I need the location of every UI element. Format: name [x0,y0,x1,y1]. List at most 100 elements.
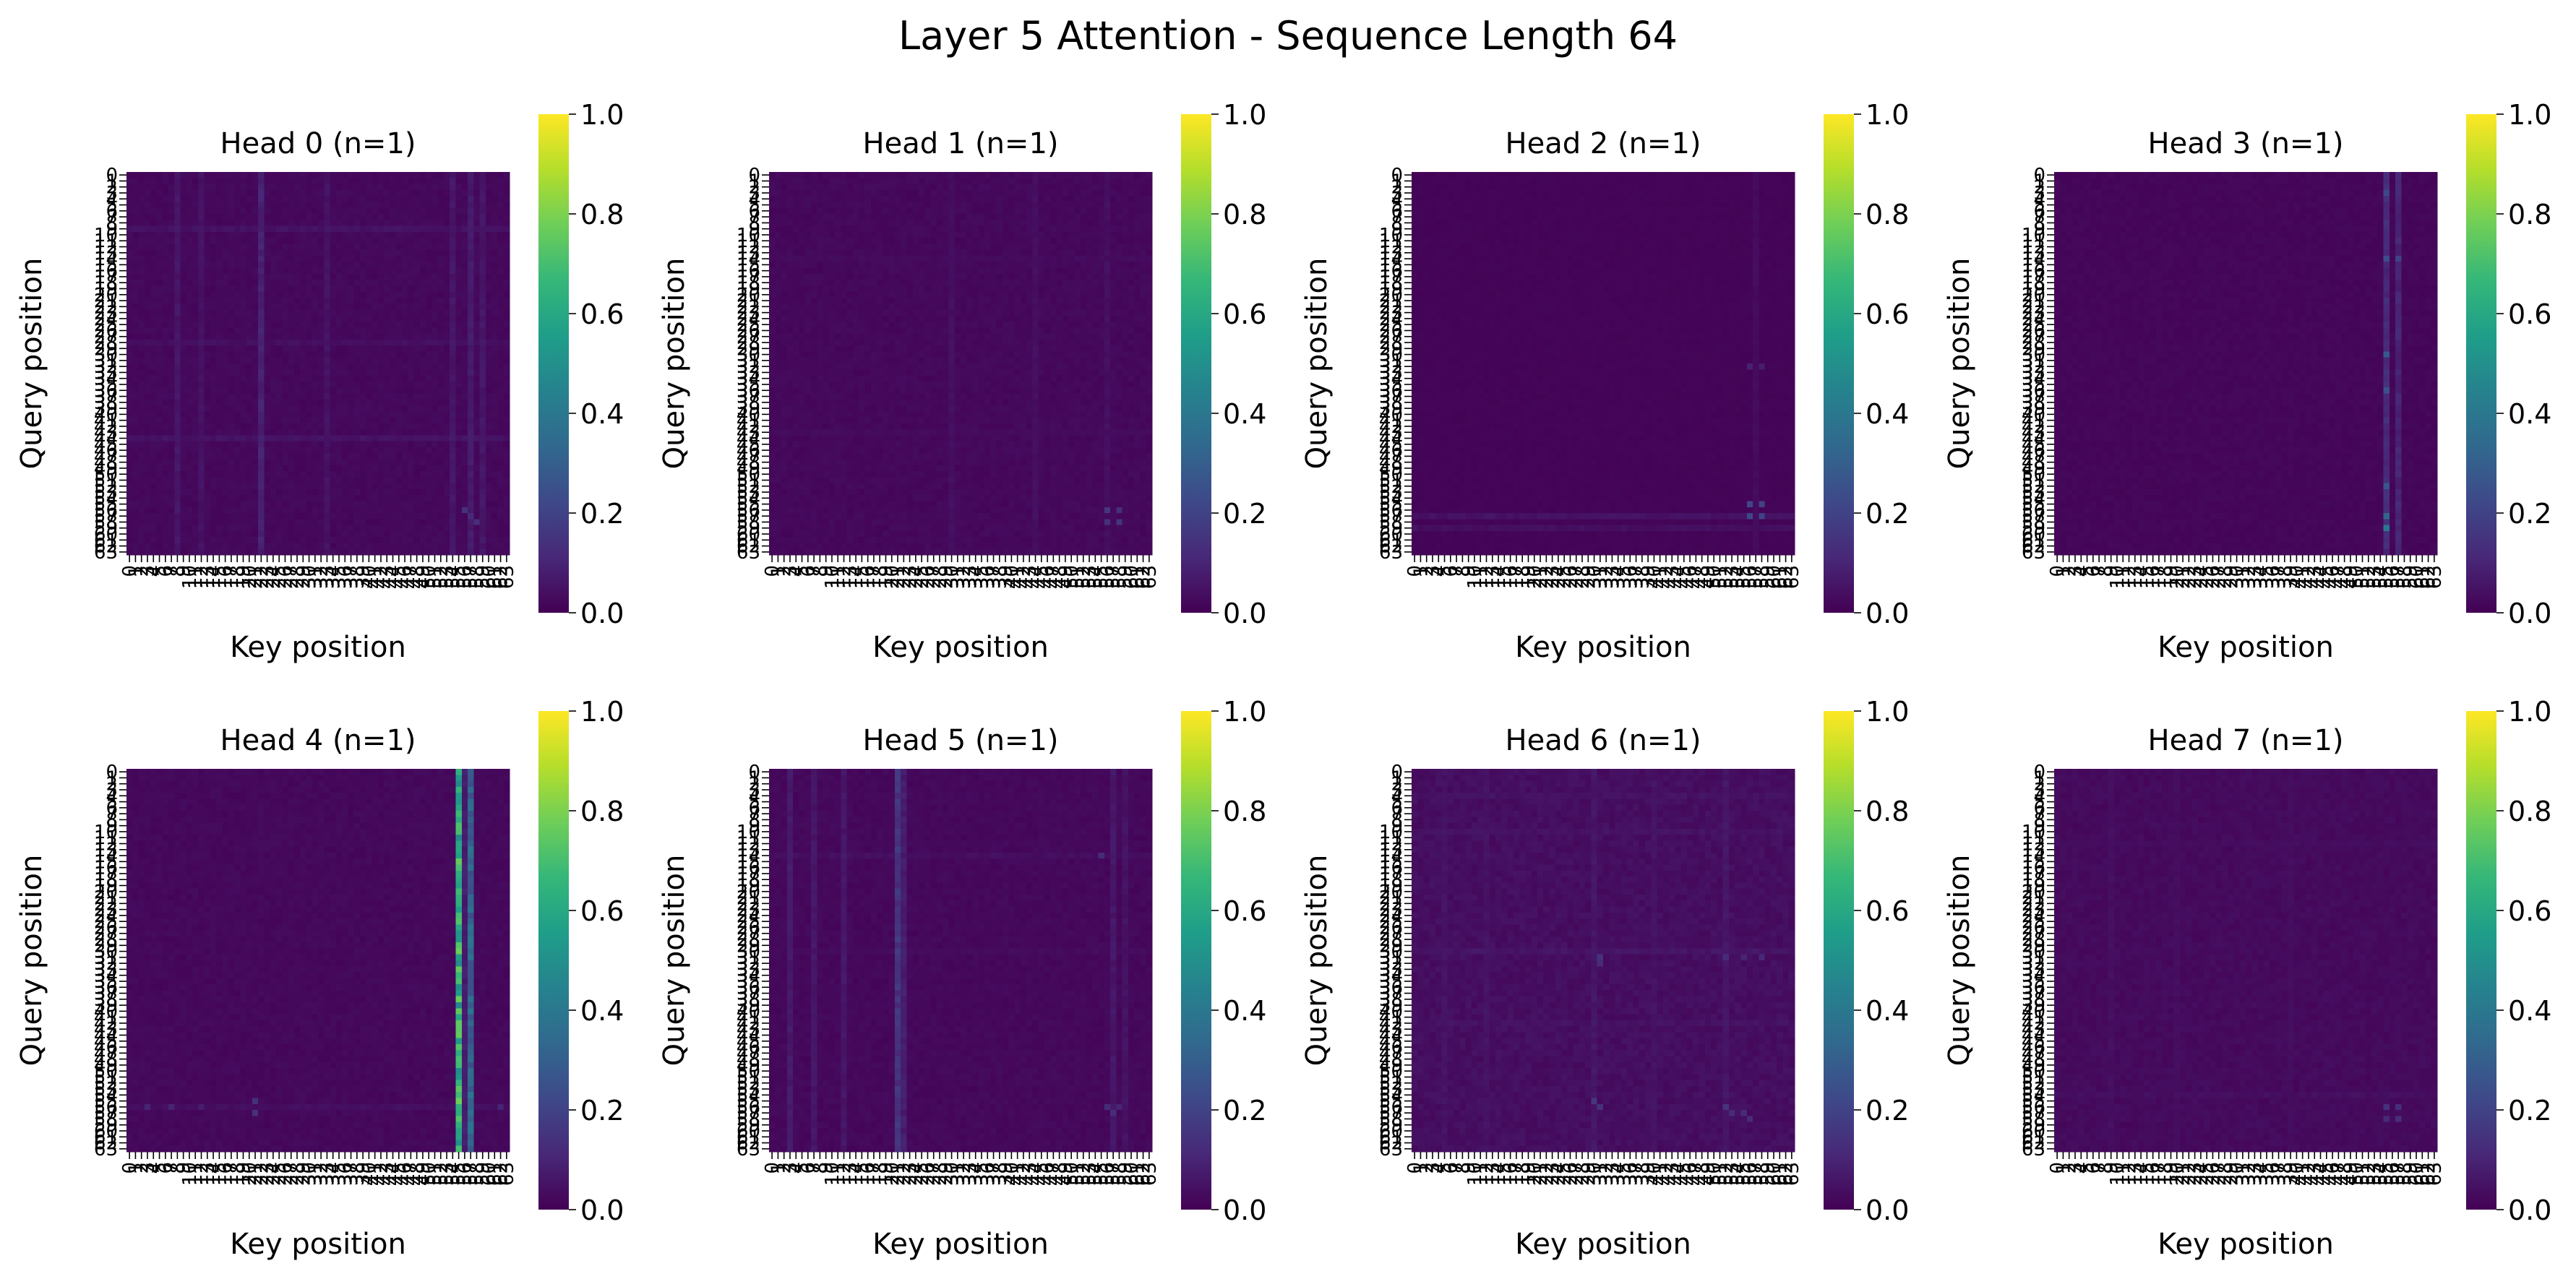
heatmap-cell [384,435,390,442]
heatmap-cell [444,382,450,388]
heatmap-cell [504,340,510,346]
heatmap-cell [468,298,474,304]
colorbar-tick-label: 0.0 [580,598,624,629]
heatmap-cell [462,400,468,406]
heatmap-cell [264,525,270,532]
heatmap-cell [139,513,145,520]
heatmap-cell [948,190,955,197]
heatmap-cell [300,316,306,322]
heatmap-cell [468,531,474,538]
heatmap-cell [354,411,361,418]
heatmap-cell [132,340,139,346]
heatmap-cell [181,214,187,220]
heatmap-cell [450,537,456,543]
heatmap-cell [306,531,312,538]
heatmap-cell [432,316,438,322]
heatmap-cell [330,531,337,538]
heatmap-cell [126,244,133,250]
heatmap-cell [276,483,283,490]
heatmap-cell [372,190,379,197]
heatmap-cell [491,327,498,334]
heatmap-cell [426,208,432,215]
heatmap-cell [480,202,486,208]
heatmap-cell [192,537,199,543]
heatmap-cell [853,184,859,191]
heatmap-cell [348,208,354,215]
heatmap-cell [486,220,492,226]
heatmap-cell [150,280,157,286]
heatmap-cell [163,268,169,275]
heatmap-cell [300,549,306,556]
heatmap-cell [300,208,306,215]
heatmap-cell [139,178,145,184]
heatmap-cell [139,340,145,346]
heatmap-cell [997,202,1003,208]
heatmap-cell [312,363,319,370]
heatmap-cell [1062,202,1069,208]
heatmap-cell [198,513,205,520]
heatmap-cell [402,214,408,220]
heatmap-cell [324,184,330,191]
heatmap-cell [330,196,337,202]
heatmap-cell [228,400,235,406]
heatmap-cell [360,400,366,406]
heatmap-cell [420,345,426,352]
heatmap-cell [198,268,205,275]
heatmap-cell [378,208,385,215]
heatmap-cell [462,489,468,496]
heatmap-cell [871,190,877,197]
heatmap-cell [168,519,175,525]
heatmap-cell [342,501,348,507]
heatmap-cell [132,418,139,424]
heatmap-cell [811,214,817,220]
heatmap-cell [276,495,283,501]
heatmap-cell [181,387,187,394]
heatmap-cell [318,400,325,406]
heatmap-cell [426,292,432,298]
heatmap-cell [491,334,498,340]
heatmap-cell [168,184,175,191]
heatmap-cell [408,537,414,543]
heatmap-cell [210,519,217,525]
heatmap-cell [871,172,877,178]
heatmap-cell [1057,190,1063,197]
heatmap-cell [468,495,474,501]
heatmap-cell [366,453,372,460]
heatmap-cell [366,495,372,501]
heatmap-cell [829,196,836,202]
heatmap-cell [168,238,175,244]
heatmap-cell [390,369,396,376]
heatmap-cell [174,274,181,280]
heatmap-cell [961,226,967,233]
heatmap-cell [132,400,139,406]
heatmap-cell [192,316,199,322]
heatmap-cell [228,411,235,418]
heatmap-cell [480,292,486,298]
heatmap-cell [234,358,241,364]
heatmap-cell [216,262,223,268]
heatmap-cell [491,178,498,184]
heatmap-cell [432,178,438,184]
heatmap-cell [318,507,325,514]
heatmap-cell [1092,196,1099,202]
heatmap-cell [354,435,361,442]
heatmap-cell [444,400,450,406]
heatmap-cell [1098,214,1104,220]
heatmap-cell [817,226,823,233]
heatmap-cell [258,363,265,370]
heatmap-cell [210,334,217,340]
heatmap-cell [156,172,163,178]
heatmap-cell [390,363,396,370]
heatmap-cell [223,447,229,454]
heatmap-cell [156,190,163,197]
heatmap-cell [438,513,445,520]
heatmap-cell [480,423,486,430]
heatmap-cell [145,531,151,538]
heatmap-cell [270,244,277,250]
heatmap-cell [276,460,283,466]
heatmap-cell [318,382,325,388]
heatmap-cell [246,244,253,250]
heatmap-cell [450,465,456,472]
heatmap-cell [486,495,492,501]
heatmap-cell [943,184,949,191]
